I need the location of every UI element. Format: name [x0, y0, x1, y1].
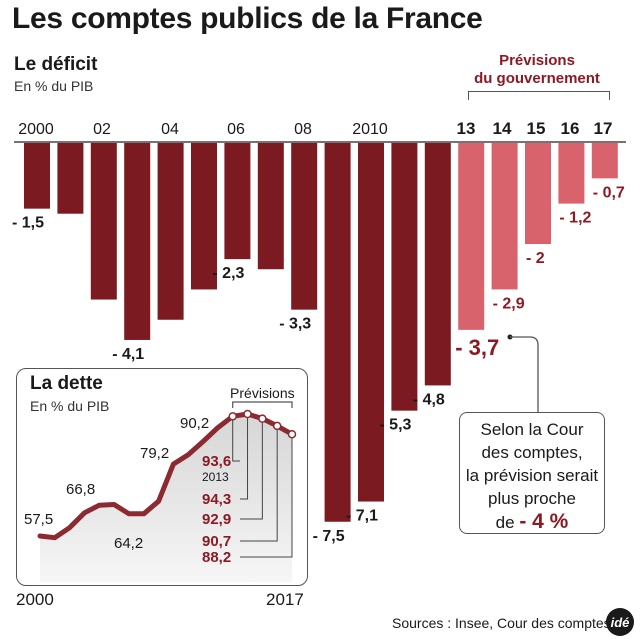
callout-prefix: de — [495, 513, 515, 532]
debt-area — [40, 414, 292, 582]
debt-leader-line — [240, 429, 278, 542]
deficit-data-label: - 3,3 — [279, 316, 311, 333]
callout-connector — [510, 336, 539, 412]
deficit-tick-label: 02 — [93, 121, 111, 138]
deficit-bar — [24, 143, 50, 209]
debt-value-label: 92,9 — [202, 511, 231, 528]
callout-box: Selon la Cour des comptes, la prévision … — [459, 412, 605, 534]
debt-value-label: 79,2 — [140, 445, 169, 462]
deficit-bar — [191, 143, 217, 290]
deficit-bar — [257, 143, 284, 270]
debt-point — [243, 409, 252, 419]
debt-value-label: 90,2 — [180, 415, 209, 432]
forecast-label-line1: Prévisions — [499, 52, 575, 69]
deficit-bar — [558, 143, 585, 204]
deficit-bar — [491, 143, 518, 290]
deficit-data-label: - 2 — [526, 250, 545, 267]
debt-value-label: 94,3 — [202, 491, 231, 508]
debt-x-start: 2000 — [16, 590, 54, 609]
forecast-label-line2: du gouvernement — [474, 70, 600, 87]
debt-value-label: 66,8 — [66, 481, 95, 498]
deficit-bar — [525, 143, 551, 244]
page-title: Les comptes publics de la France — [12, 2, 483, 35]
deficit-bar — [157, 143, 184, 320]
debt-value-label: 57,5 — [24, 511, 53, 528]
debt-point — [258, 414, 267, 423]
debt-peak-year: 2013 — [202, 470, 229, 484]
debt-point — [228, 412, 237, 421]
callout-line: plus proche — [488, 489, 576, 508]
deficit-data-label: - 5,3 — [379, 417, 411, 434]
callout-line: de - 4 % — [460, 510, 604, 534]
callout-value: - 4 % — [519, 510, 569, 533]
debt-title: La dette — [30, 373, 103, 394]
deficit-data-label: - 3,7 — [455, 335, 499, 360]
sources: Sources : Insee, Cour des comptes — [392, 615, 611, 631]
deficit-bar — [124, 143, 151, 340]
debt-x-end: 2017 — [266, 590, 304, 609]
debt-point — [272, 421, 282, 431]
deficit-bar — [591, 143, 618, 179]
deficit-bar — [458, 143, 485, 330]
deficit-bar — [391, 143, 418, 411]
deficit-bar — [424, 143, 451, 386]
deficit-tick-label: 2010 — [352, 121, 388, 138]
forecast-label: Prévisions du gouvernement — [462, 52, 612, 88]
deficit-title: Le déficit — [14, 54, 98, 75]
deficit-unit: En % du PIB — [14, 78, 94, 94]
deficit-bar — [57, 143, 84, 214]
debt-value-label: 93,6 — [202, 453, 231, 470]
deficit-tick-label: 04 — [161, 121, 179, 138]
deficit-tick-label: 17 — [594, 119, 613, 138]
deficit-data-label: - 4,8 — [413, 391, 445, 408]
deficit-bar — [224, 143, 251, 260]
deficit-tick-label: 2000 — [18, 121, 54, 138]
debt-value-label: 90,7 — [202, 533, 231, 550]
deficit-data-label: - 4,1 — [112, 346, 144, 363]
debt-leader-line — [240, 422, 263, 520]
deficit-bar — [324, 143, 351, 522]
deficit-data-label: - 1,2 — [559, 210, 591, 227]
deficit-tick-label: 08 — [294, 121, 312, 138]
publisher-logo: idé — [606, 608, 634, 636]
debt-leader-line — [240, 418, 249, 500]
deficit-data-label: - 7,5 — [313, 528, 345, 545]
deficit-data-label: - 0,7 — [593, 184, 625, 201]
debt-value-label: 64,2 — [114, 535, 143, 552]
callout-line: la prévision serait — [465, 466, 599, 485]
deficit-bar — [90, 143, 117, 300]
callout-line: des comptes, — [481, 443, 583, 462]
deficit-bar — [291, 143, 318, 310]
debt-unit: En % du PIB — [30, 398, 110, 414]
debt-forecast-label: Prévisions — [230, 385, 295, 401]
forecast-bracket — [468, 91, 610, 100]
debt-point — [287, 429, 297, 439]
deficit-data-label: - 2,9 — [493, 295, 525, 312]
deficit-bar — [358, 143, 384, 502]
debt-leader-line — [232, 420, 240, 462]
deficit-data-label: - 7,1 — [346, 508, 378, 525]
callout-line: Selon la Cour — [480, 420, 584, 439]
deficit-tick-label: 13 — [457, 119, 476, 138]
deficit-tick-label: 14 — [493, 119, 512, 138]
debt-forecast-bracket — [232, 401, 293, 408]
deficit-tick-label: 15 — [527, 119, 546, 138]
deficit-data-label: - 2,3 — [212, 265, 244, 282]
deficit-tick-label: 16 — [561, 119, 580, 138]
debt-leader-line — [240, 438, 293, 558]
deficit-data-label: - 1,5 — [12, 215, 44, 232]
debt-value-label: 88,2 — [202, 549, 231, 566]
deficit-tick-label: 06 — [227, 121, 245, 138]
